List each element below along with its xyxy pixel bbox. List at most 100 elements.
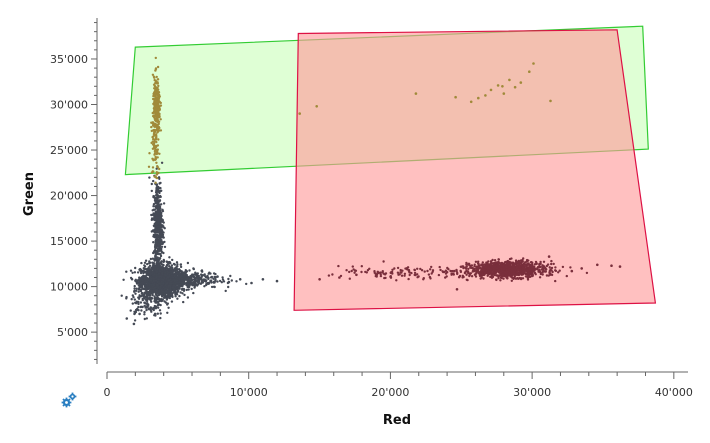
data-point [549, 268, 552, 271]
data-point [167, 279, 171, 282]
data-point [153, 295, 156, 298]
data-point [163, 245, 167, 249]
data-point [532, 62, 535, 65]
data-point [497, 274, 500, 277]
data-point [139, 305, 142, 309]
data-point [175, 283, 179, 286]
data-point [137, 302, 140, 306]
data-point [179, 263, 182, 266]
data-point [504, 274, 508, 277]
data-point [462, 266, 465, 270]
data-point [156, 128, 160, 131]
data-point [484, 94, 487, 97]
data-point [429, 268, 432, 271]
data-point [430, 272, 433, 275]
data-point [176, 265, 179, 268]
data-point [464, 270, 467, 273]
data-point [130, 298, 133, 301]
data-point [492, 271, 495, 274]
data-point [176, 263, 179, 266]
data-point [134, 278, 137, 281]
data-point [150, 218, 153, 222]
data-point [374, 272, 377, 276]
data-point [250, 281, 253, 285]
data-point [491, 275, 495, 279]
data-point [151, 122, 154, 125]
data-point [526, 278, 530, 281]
data-point [160, 189, 163, 192]
data-point [522, 257, 525, 260]
data-point [518, 265, 521, 268]
data-point [164, 284, 167, 287]
data-point [149, 291, 152, 295]
data-point [570, 269, 574, 273]
data-point [147, 297, 150, 300]
data-point [499, 279, 502, 282]
data-point [227, 280, 231, 284]
data-point [338, 276, 341, 279]
data-point [135, 287, 138, 290]
data-point [154, 227, 157, 230]
data-point [407, 277, 410, 281]
data-point [212, 272, 216, 275]
data-point [178, 294, 181, 298]
data-point [169, 288, 172, 291]
data-point [180, 274, 183, 278]
data-point [531, 266, 535, 269]
gate-2[interactable] [293, 29, 657, 311]
data-point [146, 305, 149, 309]
data-point [431, 269, 435, 272]
data-point [132, 296, 135, 299]
data-point [190, 287, 193, 291]
data-point [157, 243, 161, 246]
data-point [331, 273, 334, 276]
data-point [453, 270, 456, 273]
data-point [158, 290, 161, 293]
data-point [506, 276, 509, 280]
data-point [438, 265, 441, 269]
data-point [146, 302, 149, 305]
data-point [492, 269, 495, 272]
data-point [154, 146, 158, 149]
data-point [151, 209, 154, 212]
data-point [154, 56, 157, 60]
data-point [143, 313, 146, 316]
data-point [154, 244, 157, 247]
data-point [203, 278, 207, 282]
data-point [174, 293, 177, 296]
data-point [170, 272, 173, 275]
data-point [480, 263, 483, 266]
data-point [351, 265, 354, 268]
data-point [518, 261, 521, 265]
data-point [137, 296, 141, 299]
data-point [196, 280, 199, 284]
data-point [176, 297, 179, 300]
data-point [403, 274, 406, 277]
gates [124, 25, 657, 311]
data-point [512, 270, 515, 273]
data-point [382, 260, 385, 263]
data-point [153, 140, 156, 143]
data-point [125, 317, 129, 320]
data-point [154, 247, 157, 250]
series-1 [120, 161, 279, 326]
data-point [153, 125, 156, 128]
data-point [191, 275, 194, 278]
data-point [413, 273, 416, 277]
data-point [154, 279, 158, 282]
data-point [547, 255, 551, 258]
data-point [120, 294, 123, 297]
data-point [489, 263, 492, 267]
data-point [420, 269, 424, 272]
data-point [465, 273, 468, 276]
data-point [174, 295, 177, 298]
data-point [156, 78, 159, 81]
gears-icon[interactable] [60, 391, 78, 409]
data-point [206, 282, 210, 285]
data-point [414, 92, 418, 95]
data-point [157, 99, 160, 102]
data-point [446, 271, 449, 274]
data-point [166, 272, 169, 276]
data-point [157, 84, 160, 88]
data-point [145, 308, 148, 312]
